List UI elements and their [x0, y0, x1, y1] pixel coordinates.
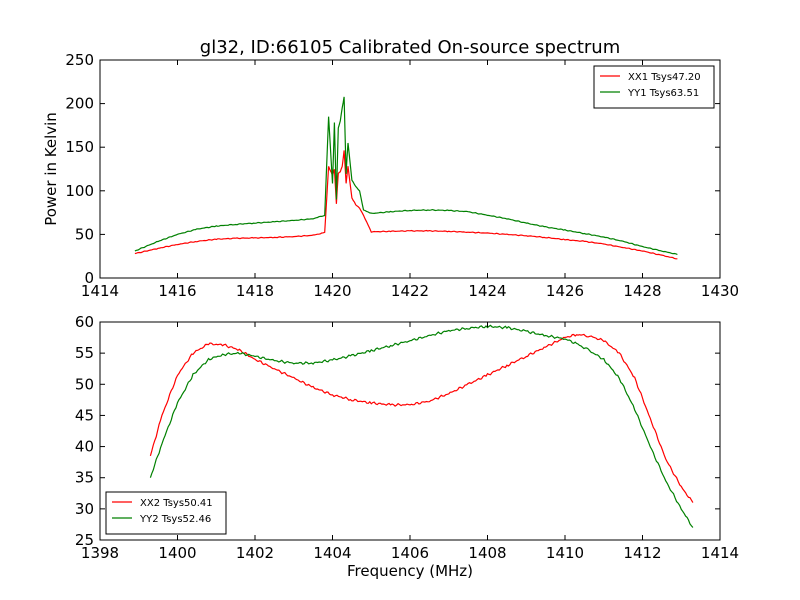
y-tick-label: 50 — [75, 375, 94, 393]
y-tick-label: 200 — [65, 95, 94, 113]
x-tick-label: 1420 — [313, 282, 351, 300]
y-tick-label: 100 — [65, 182, 94, 200]
x-tick-label: 1430 — [701, 282, 739, 300]
x-tick-label: 1406 — [391, 544, 429, 562]
y-tick-label: 250 — [65, 51, 94, 69]
y-tick-label: 25 — [75, 531, 94, 549]
x-tick-label: 1410 — [546, 544, 584, 562]
y-axis-label: Power in Kelvin — [42, 112, 60, 226]
x-tick-label: 1408 — [468, 544, 506, 562]
y-tick-label: 0 — [84, 269, 94, 287]
series-line — [134, 150, 678, 260]
legend-box — [593, 65, 715, 109]
legend-label: XX1 Tsys47.20 — [628, 72, 701, 83]
x-tick-label: 1418 — [236, 282, 274, 300]
y-tick-label: 50 — [75, 225, 94, 243]
x-tick-label: 1414 — [701, 544, 739, 562]
bottom-spectrum-panel: 1398 1400 1402 1404 1406 1408 1410 1412 1414 25 30… — [75, 313, 739, 580]
x-tick-label: 1424 — [468, 282, 506, 300]
x-tick-label: 1416 — [158, 282, 196, 300]
legend: XX2 Tsys50.41 YY2 Tsys52.46 — [105, 491, 227, 535]
y-tick-label: 150 — [65, 138, 94, 156]
x-tick-label: 1404 — [313, 544, 351, 562]
x-tick-label: 1400 — [158, 544, 196, 562]
y-tick-label: 35 — [75, 469, 94, 487]
legend-label: YY1 Tsys63.51 — [627, 88, 699, 99]
y-tick-label: 60 — [75, 313, 94, 331]
x-tick-label: 1402 — [236, 544, 274, 562]
y-tick-label: 55 — [75, 344, 94, 362]
y-tick-label: 40 — [75, 438, 94, 456]
x-tick-label: 1428 — [623, 282, 661, 300]
x-tick-label: 1414 — [81, 282, 119, 300]
x-tick-label: 1398 — [81, 544, 119, 562]
chart-title: gl32, ID:66105 Calibrated On-source spec… — [200, 37, 620, 58]
y-tick-label: 45 — [75, 406, 94, 424]
x-tick-label: 1412 — [623, 544, 661, 562]
legend: XX1 Tsys47.20 YY1 Tsys63.51 — [593, 65, 715, 109]
x-axis-label: Frequency (MHz) — [347, 562, 473, 580]
series-line — [149, 324, 694, 528]
series-line — [134, 96, 678, 256]
legend-label: YY2 Tsys52.46 — [139, 514, 211, 525]
legend-label: XX2 Tsys50.41 — [140, 498, 213, 509]
top-spectrum-panel: 1414 1416 1418 1420 1422 1424 1426 1428 1430 0 50 1… — [42, 51, 739, 300]
y-tick-label: 30 — [75, 500, 94, 518]
x-tick-label: 1426 — [546, 282, 584, 300]
x-tick-label: 1422 — [391, 282, 429, 300]
legend-box — [105, 491, 227, 535]
